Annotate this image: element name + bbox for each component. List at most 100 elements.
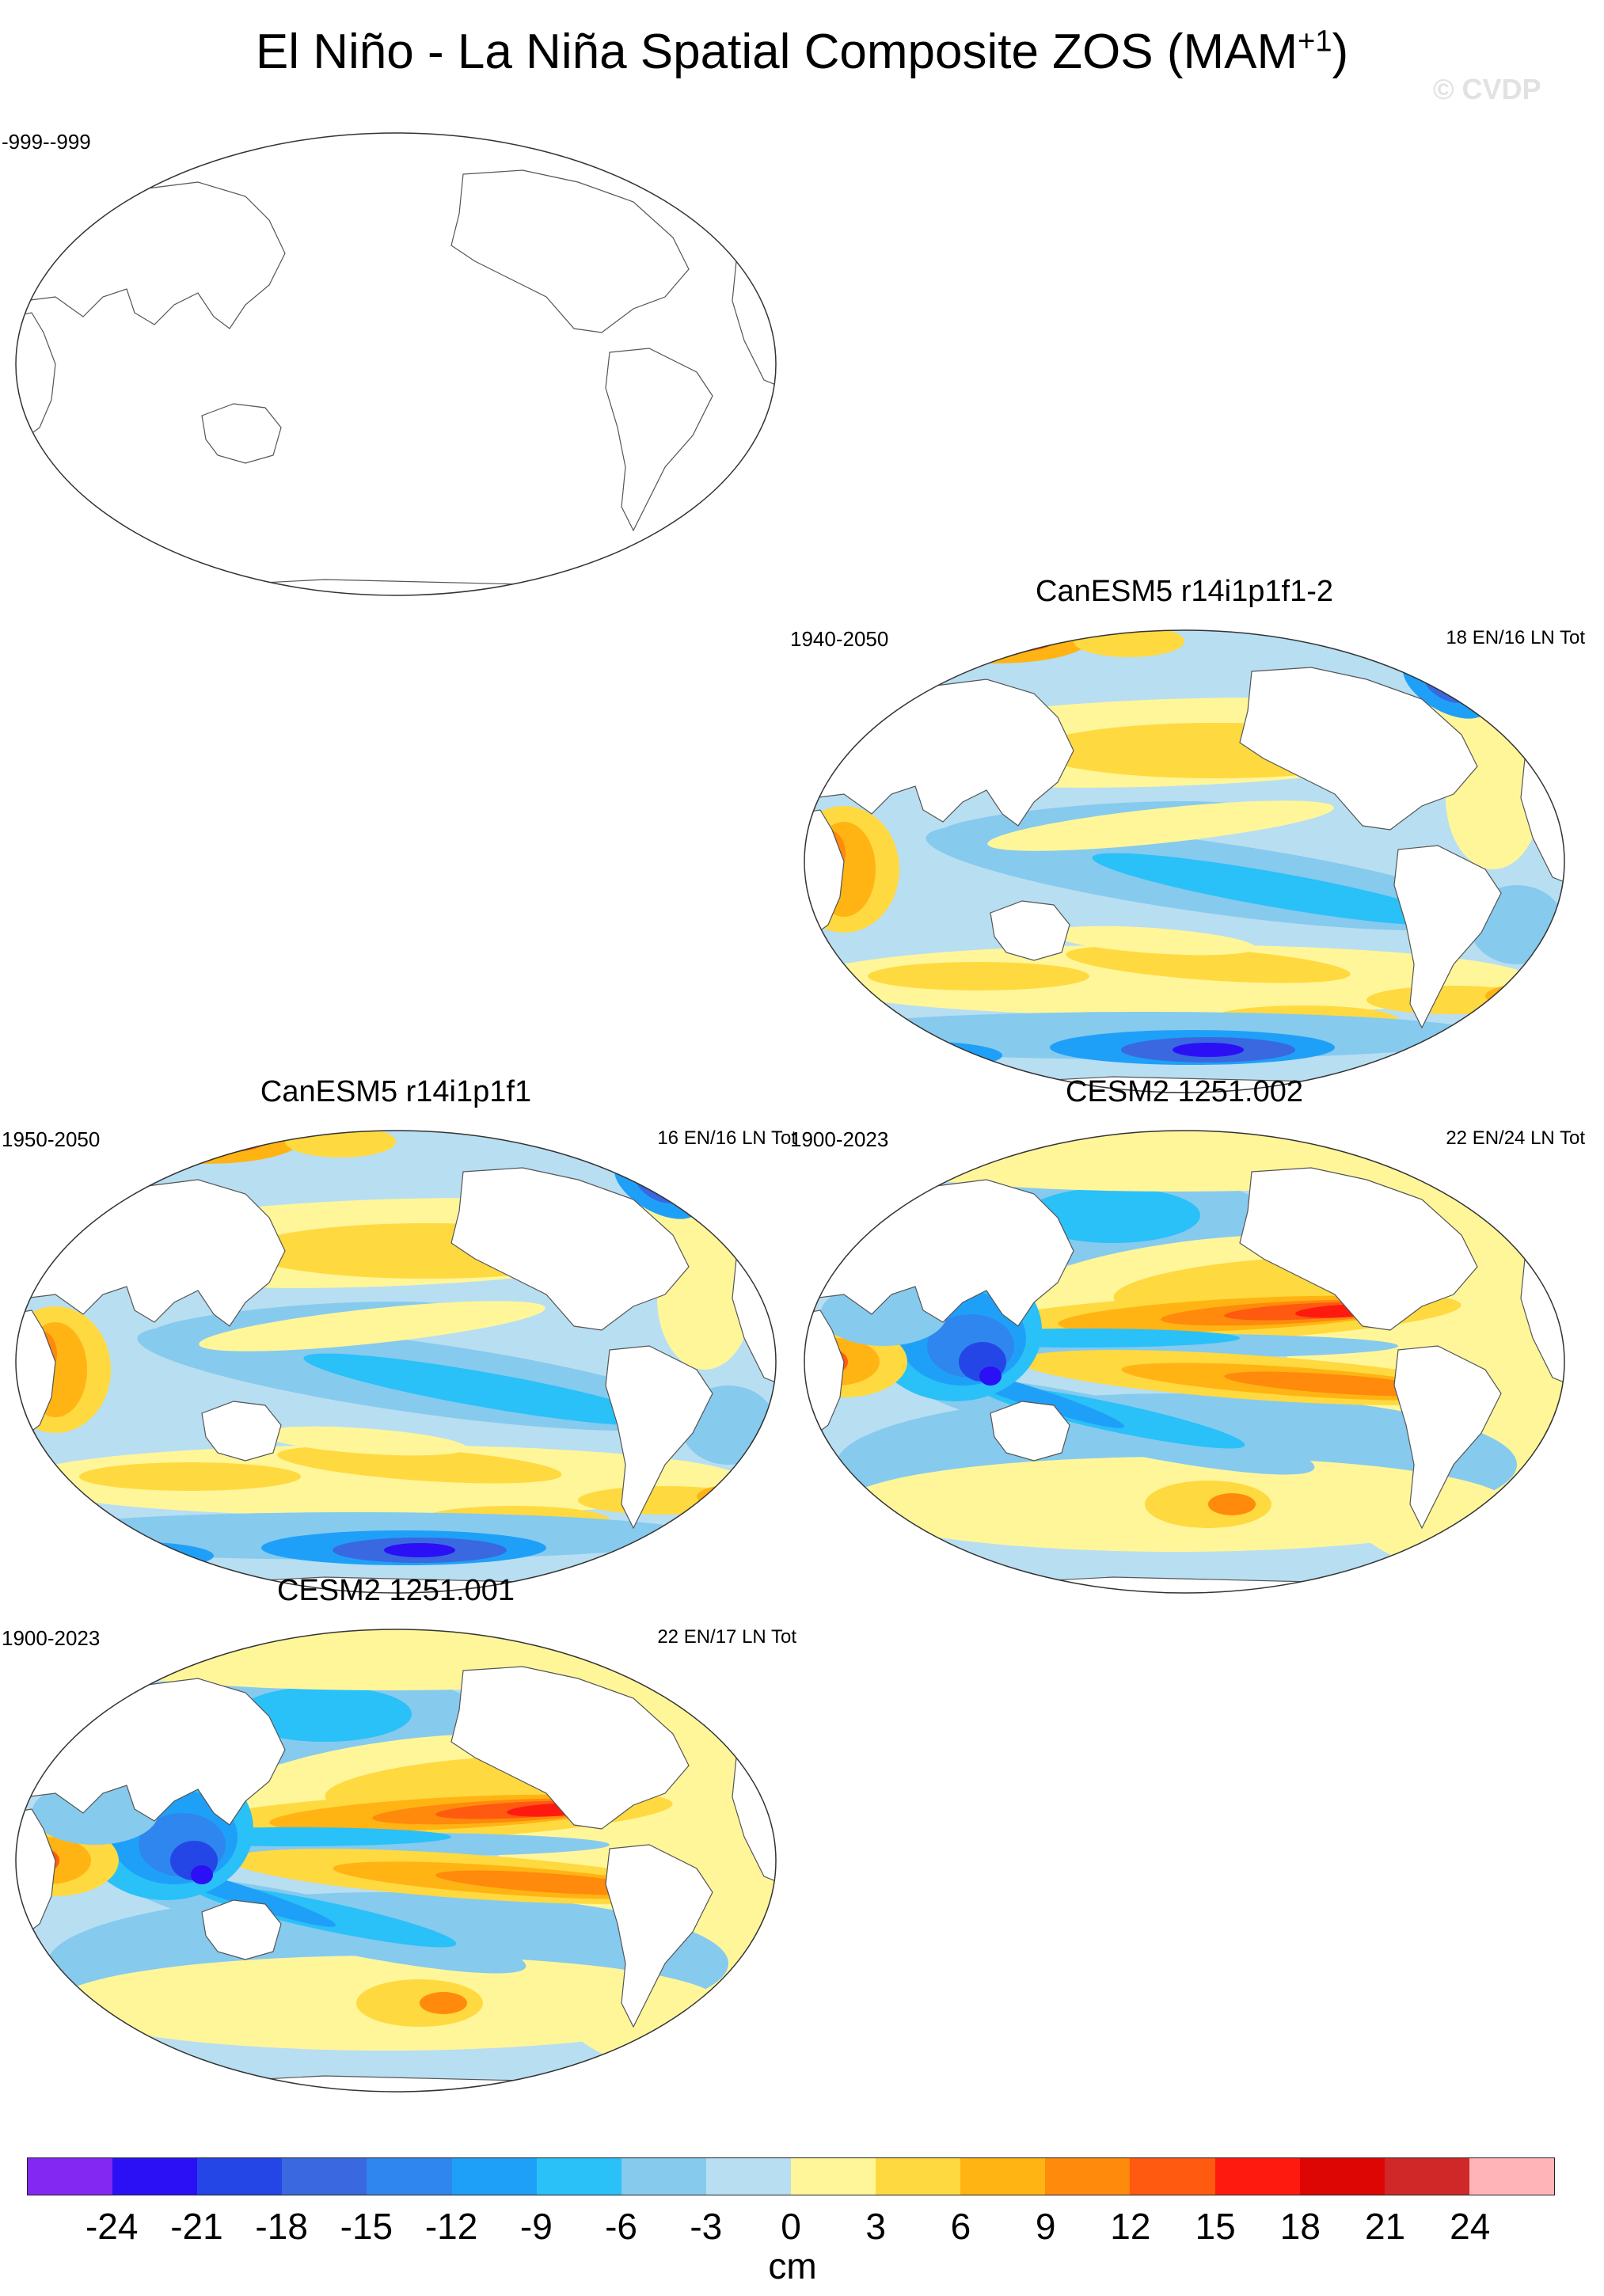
map-field	[804, 630, 1564, 1093]
land-outline	[990, 900, 1070, 961]
anomaly-contour	[261, 1426, 467, 1456]
colorbar-tick-label: 21	[1364, 2206, 1406, 2247]
panel-title: CanESM5 r14i1p1f1	[260, 1075, 532, 1108]
anomaly-contour	[1066, 945, 1351, 983]
world-map	[15, 1629, 777, 2093]
world-map	[15, 1130, 777, 1594]
panel-years: 1950-2050	[2, 1127, 101, 1151]
colorbar-tick-label: 0	[781, 2206, 801, 2247]
land-outline	[621, 1630, 705, 1679]
land-outline	[450, 1167, 690, 1331]
land-outline	[86, 579, 721, 595]
map-panel-cesm2-1251-001: CESM2 1251.001 1900-2023 22 EN/17 LN Tot	[2, 1574, 796, 2098]
colorbar-tick-label: -3	[690, 2206, 723, 2247]
map-panel-canesm5-r14i1p1f1-2: CanESM5 r14i1p1f1-2 1940-2050 18 EN/16 L…	[790, 575, 1585, 1099]
anomaly-contour	[199, 1301, 545, 1351]
anomaly-contour	[55, 1134, 182, 1162]
world-map	[15, 132, 777, 596]
colorbar-tick-label: 15	[1195, 2206, 1236, 2247]
anomaly-contour	[828, 630, 923, 638]
colorbar-tick-label: -12	[424, 2206, 478, 2247]
anomaly-contour	[238, 1686, 412, 1742]
anomaly-contour	[191, 1865, 213, 1884]
anomaly-contour	[435, 1870, 657, 1895]
colorbar-swatch	[112, 2158, 198, 2195]
figure-title: El Niño - La Niña Spatial Composite ZOS …	[0, 24, 1604, 80]
map-border	[15, 132, 777, 596]
anomaly-contour	[868, 962, 1089, 990]
colorbar-tick-label: -24	[85, 2206, 139, 2247]
colorbar-swatch	[1130, 2158, 1215, 2195]
colorbar-swatch	[1384, 2158, 1469, 2195]
anomaly-contour	[384, 1543, 455, 1557]
colorbar-swatch	[28, 2158, 113, 2195]
colorbar-tick-label: -15	[340, 2206, 393, 2247]
colorbar-swatch	[960, 2158, 1046, 2195]
figure-title-superscript: +1	[1298, 25, 1332, 59]
colorbar-swatch	[1469, 2158, 1554, 2195]
panel-years: 1940-2050	[790, 627, 889, 651]
land-outline	[1393, 1345, 1502, 1530]
anomaly-contour	[1173, 1043, 1244, 1057]
land-outline	[1239, 667, 1478, 831]
land-outline	[450, 169, 690, 333]
map-border	[804, 629, 1565, 1093]
colorbar-swatch	[790, 2158, 876, 2195]
colorbar-swatch	[197, 2158, 283, 2195]
panel-years: -999--999	[2, 130, 91, 154]
anomaly-contour	[303, 1353, 663, 1426]
panel-event-count: 22 EN/17 LN Tot	[657, 1626, 796, 1648]
world-map	[804, 629, 1565, 1093]
map-border	[15, 1629, 777, 2093]
anomaly-contour	[990, 630, 1030, 646]
figure-title-end: )	[1332, 25, 1349, 79]
anomaly-contour	[1406, 1039, 1549, 1064]
anomaly-contour	[1050, 926, 1256, 956]
colorbar-unit-label: cm	[768, 2245, 817, 2286]
cvdp-watermark: © CVDP	[1433, 73, 1541, 105]
colorbar-swatch	[1045, 2158, 1131, 2195]
anomaly-contour	[40, 1131, 135, 1138]
land-outline	[86, 2075, 721, 2092]
map-field	[804, 1131, 1564, 1593]
map-field	[16, 1629, 776, 2092]
anomaly-contour	[578, 1486, 752, 1515]
panel-title: CESM2 1251.001	[277, 1574, 515, 1607]
anomaly-contour	[844, 633, 971, 662]
colorbar-tick-label: 12	[1110, 2206, 1151, 2247]
land-outline	[621, 134, 705, 183]
anomaly-contour	[202, 1131, 241, 1146]
anomaly-contour	[174, 1131, 269, 1153]
land-outline	[1409, 1131, 1494, 1180]
map-border	[15, 1130, 777, 1594]
land-outline	[1409, 631, 1494, 680]
colorbar-tick-label: 6	[950, 2206, 971, 2247]
panel-years: 1900-2023	[790, 1127, 889, 1151]
anomaly-contour	[963, 630, 1058, 652]
land-outline	[1239, 1167, 1478, 1331]
colorbar	[27, 2157, 1555, 2195]
map-field	[16, 133, 776, 595]
anomaly-contour	[277, 1446, 562, 1484]
panel-event-count: 16 EN/16 LN Tot	[657, 1127, 796, 1149]
land-outline	[621, 1131, 705, 1180]
colorbar-tick-label: -6	[605, 2206, 637, 2247]
anomaly-contour	[618, 1539, 760, 1564]
colorbar-swatch	[536, 2158, 621, 2195]
anomaly-contour	[979, 1367, 1002, 1386]
anomaly-contour	[79, 1462, 301, 1491]
colorbar-tick-label: 24	[1450, 2206, 1491, 2247]
colorbar-tick-label: 9	[1035, 2206, 1056, 2247]
colorbar-swatch	[451, 2158, 537, 2195]
colorbar-swatch	[1214, 2158, 1300, 2195]
map-border	[804, 1130, 1565, 1594]
land-outline	[201, 403, 282, 464]
world-map	[804, 1130, 1565, 1594]
colorbar-tick-label: -9	[519, 2206, 553, 2247]
panel-event-count: 22 EN/24 LN Tot	[1446, 1127, 1585, 1149]
anomaly-contour	[420, 1992, 467, 2014]
colorbar-swatch	[876, 2158, 961, 2195]
colorbar-swatch	[367, 2158, 452, 2195]
panel-years: 1900-2023	[2, 1626, 101, 1650]
land-outline	[201, 1401, 282, 1462]
